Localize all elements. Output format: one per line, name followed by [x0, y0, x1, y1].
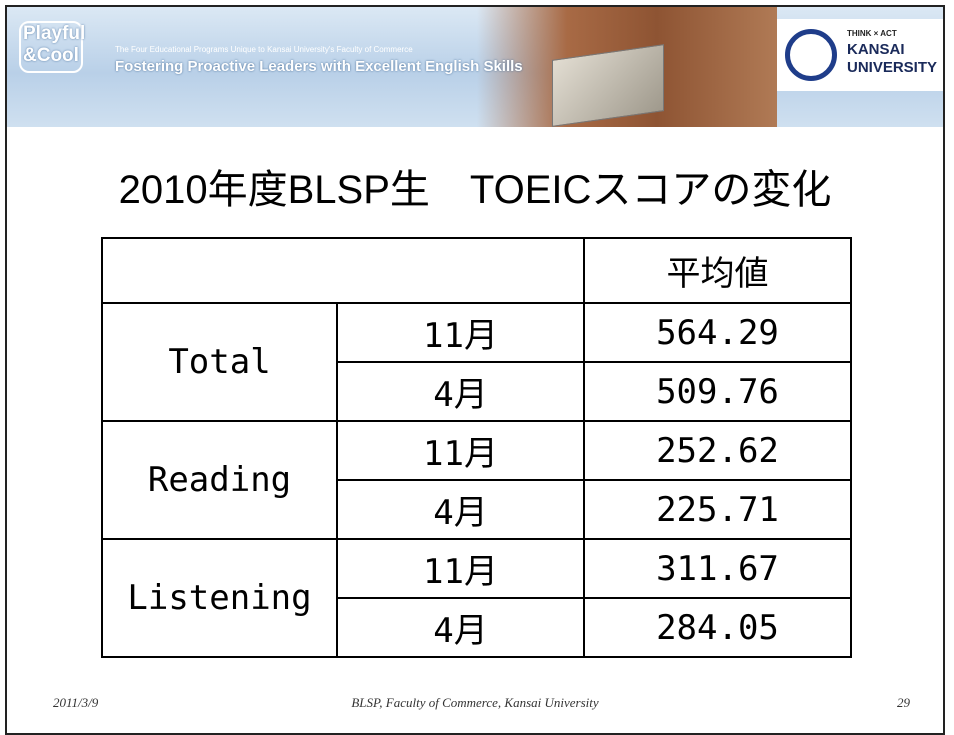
month-cell: 4月 [337, 362, 584, 421]
month-cell: 4月 [337, 598, 584, 657]
value-cell: 311.67 [584, 539, 851, 598]
group-label: Reading [102, 421, 337, 539]
emblem [785, 29, 837, 81]
value-cell: 252.62 [584, 421, 851, 480]
university-logo: THINK × ACT KANSAI UNIVERSITY [777, 19, 943, 91]
column-header: 平均値 [584, 238, 851, 303]
header-row: 平均値 [102, 238, 851, 303]
month-cell: 11月 [337, 539, 584, 598]
group-label: Total [102, 303, 337, 421]
university-name: KANSAI [847, 41, 905, 58]
logo-text: Playful [23, 23, 85, 45]
page-number: 29 [897, 695, 910, 711]
slide: Playful &Cool The Four Educational Progr… [5, 5, 945, 735]
university-name: UNIVERSITY [847, 59, 937, 76]
month-cell: 11月 [337, 421, 584, 480]
banner-subtitle: The Four Educational Programs Unique to … [115, 45, 413, 54]
value-cell: 225.71 [584, 480, 851, 539]
value-cell: 284.05 [584, 598, 851, 657]
banner: Playful &Cool The Four Educational Progr… [7, 7, 943, 127]
month-cell: 4月 [337, 480, 584, 539]
slide-title: 2010年度BLSP生 TOEICスコアの変化 [7, 157, 943, 215]
value-cell: 564.29 [584, 303, 851, 362]
logo-text: &Cool [23, 45, 79, 67]
banner-tagline: Fostering Proactive Leaders with Excelle… [115, 58, 523, 75]
footer-center: BLSP, Faculty of Commerce, Kansai Univer… [7, 695, 943, 711]
group-label: Listening [102, 539, 337, 657]
page: {"header": {"logo_line1": "Playful", "lo… [0, 0, 954, 722]
value-cell: 509.76 [584, 362, 851, 421]
motto: THINK × ACT [847, 29, 897, 38]
month-cell: 11月 [337, 303, 584, 362]
empty-cell [102, 238, 584, 303]
